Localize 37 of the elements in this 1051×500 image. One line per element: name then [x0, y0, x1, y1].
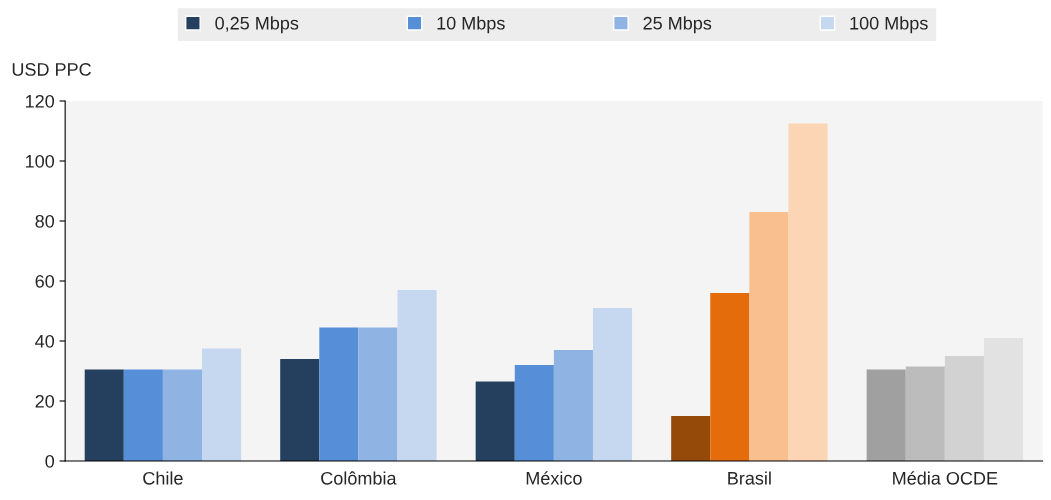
bar	[397, 290, 437, 461]
x-tick-label: Média OCDE	[893, 471, 998, 485]
bar	[983, 338, 1024, 461]
x-tick-label: Brasil	[728, 471, 771, 485]
bar	[358, 327, 398, 461]
bar	[202, 348, 242, 461]
bar	[866, 369, 906, 461]
bar	[788, 123, 828, 461]
y-tick-label: 20	[35, 394, 55, 408]
bar	[162, 369, 202, 461]
bar	[84, 369, 124, 461]
y-tick-label: 60	[35, 274, 55, 288]
bar	[475, 381, 515, 461]
bar	[905, 366, 945, 461]
bar	[944, 356, 984, 461]
bar	[123, 369, 163, 461]
y-tick-label: 40	[35, 334, 55, 348]
x-tick-label: Colômbia	[321, 471, 397, 485]
bar	[319, 327, 359, 461]
bar	[280, 359, 320, 461]
legend-label: 25 Mbps	[643, 16, 712, 34]
y-axis-title: USD PPC	[12, 63, 91, 76]
bar	[592, 308, 633, 461]
legend-label: 10 Mbps	[437, 16, 505, 34]
legend-label: 100 Mbps	[850, 16, 928, 34]
y-tick-label: 120	[26, 94, 55, 108]
legend-label: 0,25 Mbps	[215, 16, 299, 34]
y-tick-label: 80	[35, 214, 55, 228]
y-tick-label: 0	[45, 454, 55, 468]
x-tick-label: México	[526, 471, 582, 485]
bar	[710, 293, 750, 461]
y-tick-label: 100	[26, 154, 55, 168]
bar	[749, 212, 789, 461]
bar	[553, 350, 593, 461]
x-tick-label: Chile	[143, 471, 183, 485]
bar	[514, 365, 554, 461]
bar	[671, 416, 711, 461]
